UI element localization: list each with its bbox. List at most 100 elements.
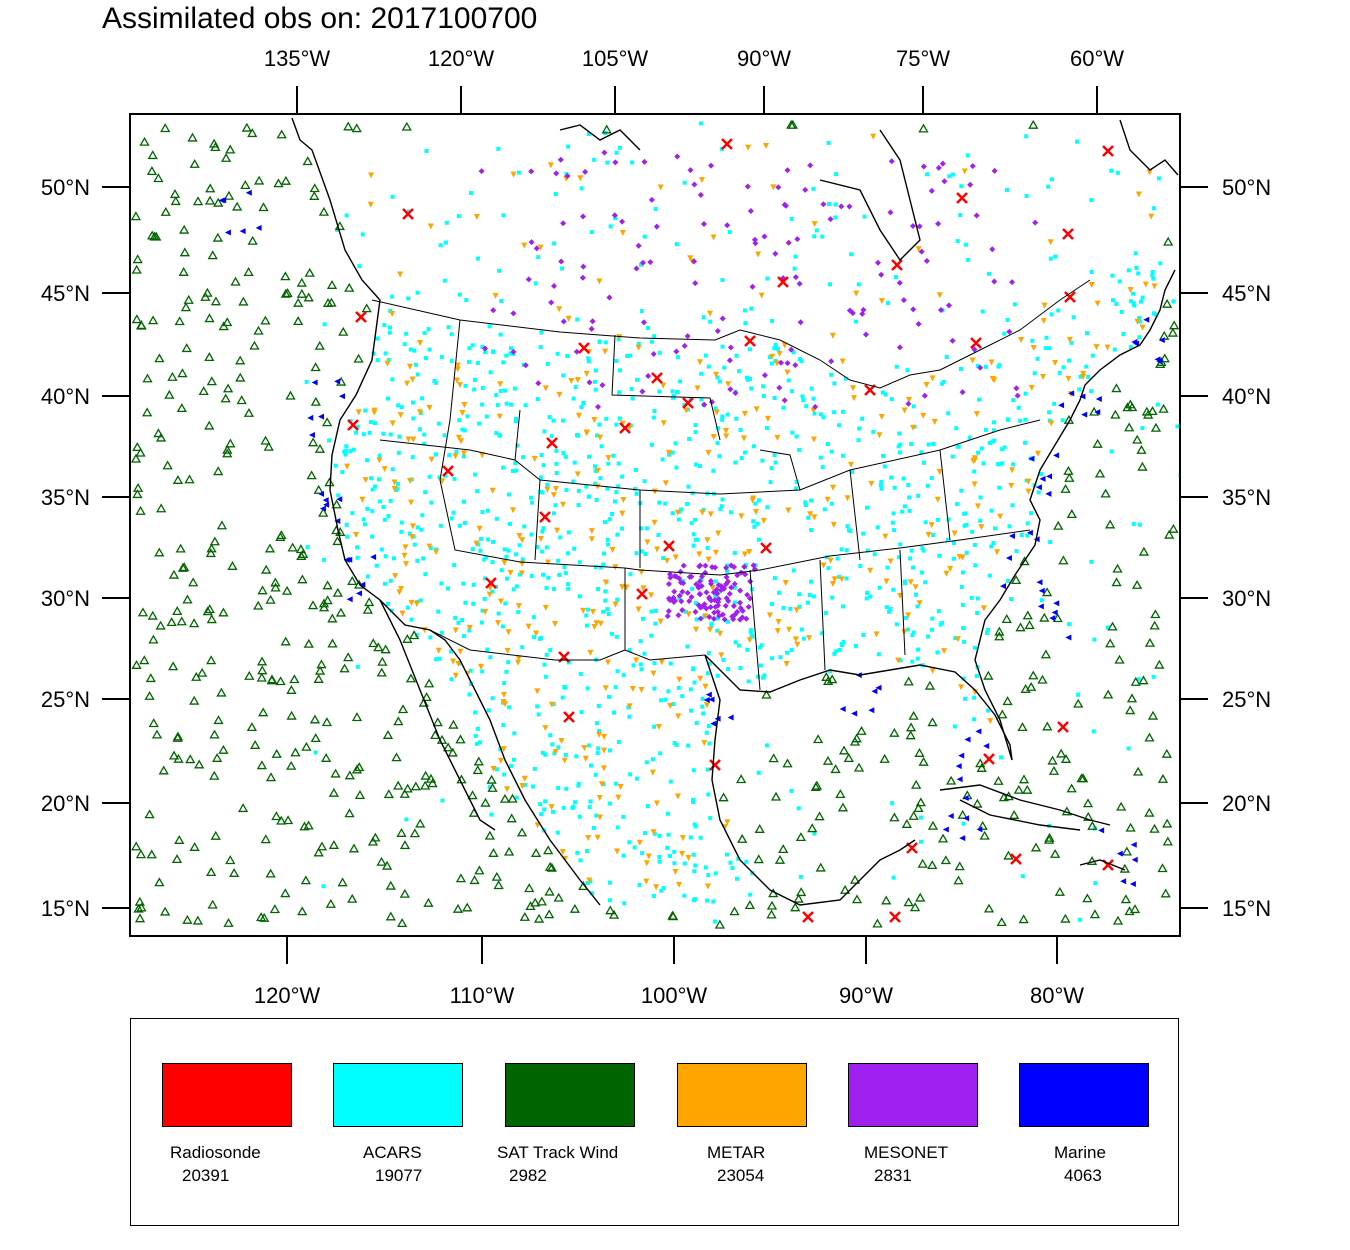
marine-mark: [359, 581, 366, 588]
metar-mark: [515, 655, 522, 662]
metar-mark: [649, 769, 656, 776]
acars-mark: [1171, 299, 1176, 304]
acars-mark: [533, 281, 538, 286]
sat-track-wind-mark: [209, 729, 220, 739]
acars-mark: [343, 452, 348, 457]
acars-mark: [437, 656, 442, 661]
acars-mark: [381, 431, 386, 436]
marine-mark: [1156, 358, 1163, 365]
sat-track-wind-mark: [216, 687, 227, 697]
metar-mark: [588, 536, 595, 543]
acars-mark: [905, 627, 910, 632]
metar-mark: [648, 592, 655, 599]
acars-mark: [452, 476, 457, 481]
acars-mark: [639, 667, 644, 672]
acars-mark: [974, 673, 979, 678]
acars-mark: [892, 485, 897, 490]
acars-mark: [930, 532, 935, 537]
metar-mark: [987, 718, 994, 725]
sat-track-wind-mark: [136, 320, 147, 330]
acars-mark: [472, 387, 477, 392]
acars-mark: [640, 616, 645, 621]
acars-mark: [778, 655, 783, 660]
sat-track-wind-mark: [1105, 519, 1116, 529]
sat-track-wind-mark: [1111, 383, 1122, 393]
sat-track-wind-mark: [309, 183, 320, 193]
metar-mark: [397, 586, 404, 593]
acars-mark: [749, 386, 754, 391]
acars-mark: [395, 486, 400, 491]
legend-count: 19077: [375, 1166, 423, 1185]
acars-mark: [456, 214, 461, 219]
acars-mark: [517, 543, 522, 548]
acars-mark: [449, 516, 454, 521]
sat-track-wind-mark: [276, 815, 287, 825]
acars-mark: [586, 131, 591, 136]
acars-mark: [738, 666, 743, 671]
mesonet-mark: [792, 274, 799, 281]
sat-track-wind-mark: [493, 880, 504, 890]
acars-mark: [1128, 345, 1133, 350]
metar-mark: [435, 647, 442, 654]
mesonet-mark: [727, 386, 734, 393]
acars-mark: [634, 776, 639, 781]
acars-mark: [692, 897, 697, 902]
sat-track-wind-mark: [282, 288, 293, 298]
sat-track-wind-mark: [881, 895, 892, 905]
metar-mark: [459, 410, 466, 417]
acars-mark: [1112, 347, 1117, 352]
acars-mark: [915, 656, 920, 661]
acars-mark: [762, 673, 767, 678]
acars-mark: [594, 497, 599, 502]
acars-mark: [606, 612, 611, 617]
acars-mark: [854, 319, 859, 324]
acars-mark: [972, 469, 977, 474]
sat-track-wind-mark: [303, 292, 314, 302]
marine-mark: [1095, 395, 1102, 402]
acars-mark: [1057, 370, 1062, 375]
acars-mark: [1032, 371, 1037, 376]
acars-mark: [376, 477, 381, 482]
sat-track-wind-mark: [1022, 610, 1033, 620]
sat-track-wind-mark: [1052, 613, 1063, 623]
sat-track-wind-mark: [189, 158, 200, 168]
acars-mark: [693, 863, 698, 868]
acars-mark: [523, 403, 528, 408]
acars-mark: [674, 465, 679, 470]
marine-mark: [975, 728, 982, 735]
acars-mark: [386, 357, 391, 362]
acars-mark: [424, 148, 429, 153]
acars-mark: [691, 532, 696, 537]
acars-mark: [891, 875, 896, 880]
mesonet-mark: [640, 319, 647, 326]
acars-mark: [743, 321, 748, 326]
mesonet-mark: [525, 276, 532, 283]
acars-mark: [556, 745, 561, 750]
acars-mark: [581, 400, 586, 405]
metar-mark: [703, 702, 710, 709]
acars-mark: [708, 816, 713, 821]
sat-track-wind-mark: [173, 753, 184, 763]
sat-track-wind-mark: [849, 874, 861, 884]
acars-mark: [642, 479, 647, 484]
metar-mark: [556, 391, 563, 398]
sat-track-wind-mark: [225, 144, 236, 154]
acars-mark: [770, 656, 775, 661]
acars-mark: [692, 680, 697, 685]
acars-mark: [510, 468, 515, 473]
acars-mark: [833, 215, 838, 220]
acars-mark: [921, 460, 926, 465]
acars-mark: [1007, 524, 1012, 529]
sat-track-wind-mark: [210, 296, 222, 306]
acars-mark: [1014, 549, 1019, 554]
sat-track-wind-mark: [1136, 444, 1147, 454]
acars-mark: [532, 766, 537, 771]
metar-mark: [550, 492, 557, 499]
acars-mark: [765, 505, 770, 510]
sat-track-wind-mark: [843, 753, 854, 763]
sat-track-wind-mark: [1144, 637, 1156, 647]
acars-mark: [501, 213, 506, 218]
acars-mark: [1000, 461, 1005, 466]
acars-mark: [843, 376, 848, 381]
acars-mark: [504, 401, 509, 406]
